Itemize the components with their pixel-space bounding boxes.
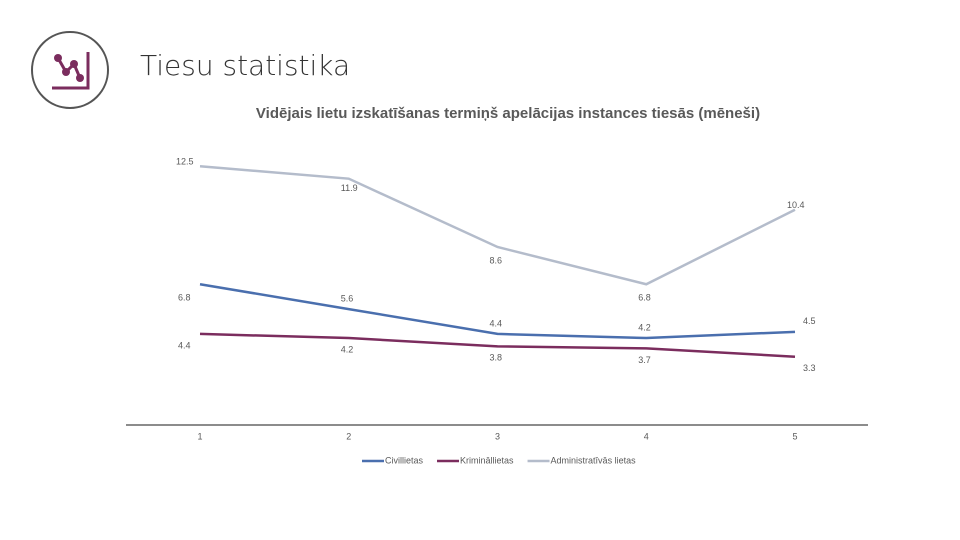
legend-label: Administratīvās lietas [551,455,637,465]
series-line [199,165,796,286]
data-label: 12.5 [176,157,194,167]
chart-title: Vidējais lietu izskatīšanas termiņš apel… [256,105,760,122]
icon [31,31,109,109]
legend-label: Civillietas [385,455,424,465]
data-label: 3.8 [490,353,503,363]
data-label: 8.6 [490,255,503,265]
legend-label: Krimināllietas [460,455,514,465]
data-label: 11.9 [341,183,358,193]
data-label: 4.2 [341,344,354,354]
data-label: 4.5 [803,316,816,326]
data-label: 3.7 [638,355,651,365]
series-line [199,283,796,340]
series-line [199,332,796,358]
page-title: Tiesu statistika [140,49,350,82]
x-tick-label: 5 [792,431,797,441]
data-label: 10.4 [787,200,805,210]
data-label: 4.4 [490,318,503,328]
x-tick-label: 2 [346,431,351,441]
data-label: 6.8 [638,293,651,303]
data-label: 4.2 [638,322,651,332]
x-tick-label: 4 [644,431,649,441]
x-tick-label: 1 [197,431,202,441]
data-label: 4.4 [178,340,191,350]
data-label: 6.8 [178,293,191,303]
data-label: 5.6 [341,293,354,303]
x-tick-label: 3 [495,431,500,441]
data-label: 3.3 [803,363,816,373]
